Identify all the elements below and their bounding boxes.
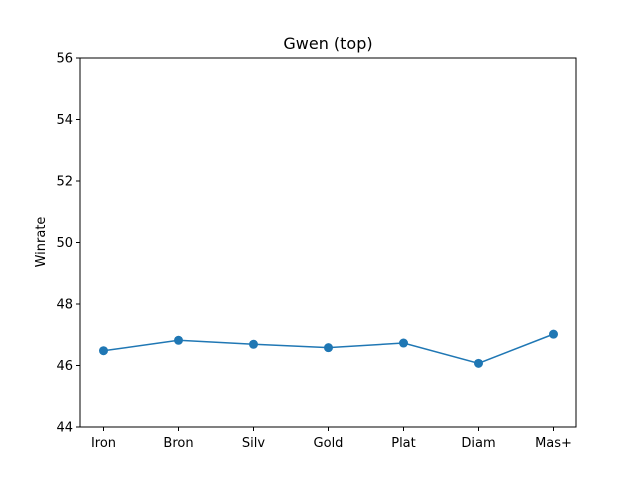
y-tick-label: 50 [56, 236, 73, 251]
data-point [399, 338, 408, 348]
y-axis-ticks: 44 46 48 50 52 54 56 [56, 52, 80, 436]
x-tick-label: Plat [391, 436, 416, 451]
data-point [474, 358, 483, 368]
y-tick-label: 46 [56, 359, 73, 374]
x-axis-ticks: Iron Bron Silv Gold Plat Diam Mas+ [91, 427, 572, 451]
y-axis-label: Winrate [34, 217, 49, 268]
x-tick-label: Gold [314, 436, 344, 451]
y-tick-label: 54 [56, 113, 73, 128]
series-group [99, 329, 558, 368]
x-tick-label: Diam [461, 436, 495, 451]
data-point [249, 339, 258, 349]
data-point [99, 346, 108, 356]
data-point [549, 329, 558, 339]
x-tick-label: Bron [163, 436, 193, 451]
data-point [324, 343, 333, 353]
y-tick-label: 44 [56, 421, 73, 436]
x-tick-label: Silv [242, 436, 265, 451]
plot-frame [79, 57, 577, 428]
y-tick-label: 48 [56, 298, 73, 313]
x-tick-label: Mas+ [535, 436, 572, 451]
x-tick-label: Iron [91, 436, 116, 451]
y-tick-label: 52 [56, 175, 73, 190]
y-tick-label: 56 [56, 52, 73, 67]
data-point [174, 335, 183, 345]
chart-title: Gwen (top) [283, 34, 372, 53]
